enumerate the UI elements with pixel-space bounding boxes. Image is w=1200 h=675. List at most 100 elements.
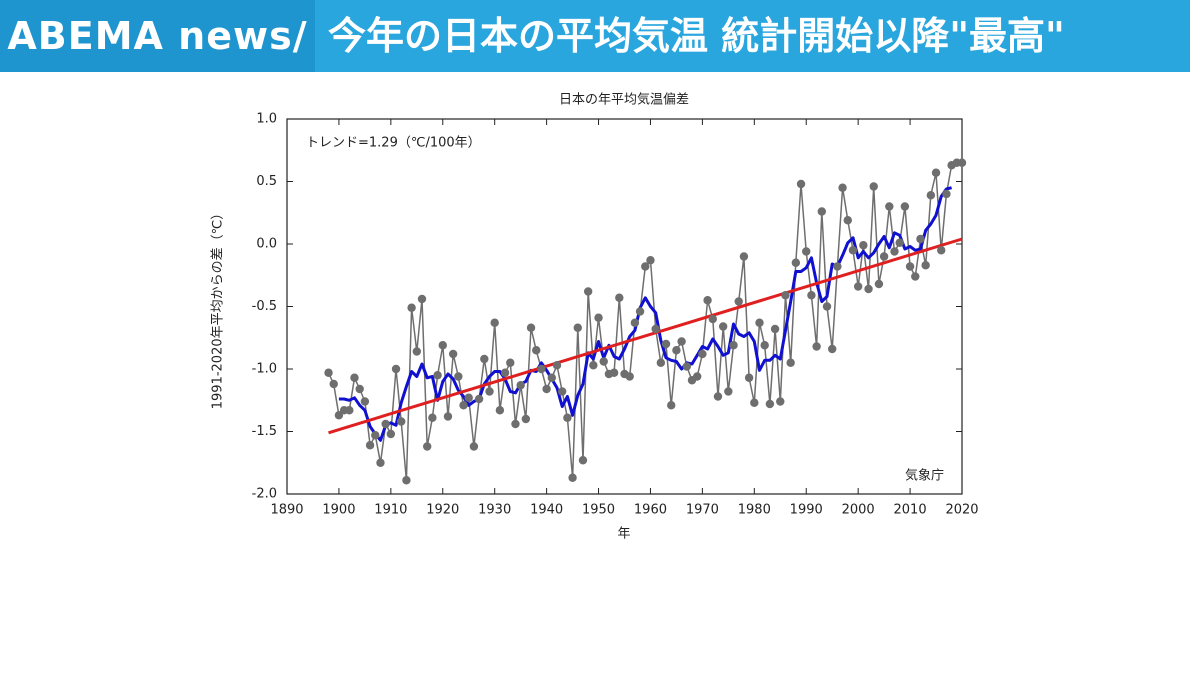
y-tick-label: 0.5 [256, 174, 277, 189]
annual-point [568, 473, 577, 482]
annual-point [365, 441, 375, 450]
annual-point [402, 476, 411, 485]
annual-point [646, 256, 655, 265]
x-tick-label: 1900 [322, 503, 355, 518]
annual-point [433, 371, 442, 380]
annual-point [656, 358, 666, 367]
annual-point [874, 279, 884, 289]
annual-point [428, 413, 437, 422]
annual-point [864, 284, 873, 294]
annual-point [776, 397, 785, 406]
annual-point [360, 397, 370, 406]
annual-point [765, 399, 775, 409]
annual-point [895, 238, 904, 247]
annual-point [703, 296, 712, 305]
annual-point [500, 368, 510, 377]
annual-point [532, 346, 541, 355]
annual-point [739, 252, 749, 261]
x-tick-label: 1960 [634, 503, 667, 518]
annual-point [698, 349, 707, 359]
brand: ABEMA news/ [0, 0, 315, 72]
annual-point [692, 372, 702, 381]
chart-title: 日本の年平均気温偏差 [559, 92, 689, 108]
annual-point [459, 401, 468, 410]
source-annotation: 気象庁 [905, 468, 944, 484]
y-tick-label: -1.0 [252, 362, 277, 377]
annual-point [386, 429, 396, 439]
annual-point [397, 417, 406, 426]
annual-point [615, 293, 624, 302]
annual-point [760, 341, 769, 350]
annual-point [563, 413, 572, 422]
annual-point [469, 442, 479, 451]
annual-point [942, 189, 951, 199]
annual-point [926, 191, 936, 200]
annual-point [407, 303, 416, 312]
annual-point [661, 339, 671, 349]
headline: 今年の日本の平均気温 統計開始以降"最高" [328, 14, 1065, 58]
annual-point [853, 282, 863, 291]
trend-annotation: トレンド=1.29（℃/100年） [306, 136, 481, 151]
annual-point [391, 364, 401, 374]
annual-point [786, 358, 795, 367]
annual-point [859, 241, 868, 250]
plot-frame [286, 118, 963, 495]
annual-point [412, 347, 422, 356]
annual-point [890, 247, 899, 256]
annual-point [350, 373, 359, 382]
annual-point [869, 182, 878, 191]
annual-point [371, 431, 380, 440]
annual-point [345, 406, 354, 415]
annual-point [937, 246, 946, 255]
annual-point [329, 379, 338, 389]
annual-point [381, 419, 390, 429]
annual-point [609, 368, 619, 377]
annual-point [537, 364, 546, 374]
annual-point [630, 318, 640, 327]
annual-point [822, 302, 832, 311]
y-axis-label: 1991-2020年平均からの差（℃） [211, 207, 226, 409]
annual-point [506, 358, 515, 367]
annual-point [464, 393, 473, 402]
annual-point [916, 234, 925, 244]
annual-point [744, 373, 754, 382]
annual-point [355, 384, 364, 394]
annual-point [885, 202, 894, 211]
annual-point [827, 344, 837, 354]
x-tick-label: 1920 [426, 503, 459, 518]
annual-point [474, 394, 484, 404]
annual-point [667, 401, 676, 410]
y-tick-label: -1.5 [252, 424, 277, 439]
annual-point [651, 324, 660, 334]
annual-point [490, 318, 499, 327]
annual-point [755, 318, 764, 327]
y-tick-label: -0.5 [252, 299, 277, 314]
annual-point [713, 392, 723, 401]
annual-point [833, 262, 842, 271]
annual-point [718, 322, 728, 331]
annual-point [931, 168, 941, 177]
annual-point [817, 207, 827, 216]
annual-point [573, 323, 582, 332]
annual-point [957, 158, 967, 167]
annual-point [324, 368, 333, 377]
annual-point [417, 294, 427, 304]
annual-point [729, 341, 738, 350]
annual-point [641, 262, 650, 271]
annual-point [802, 247, 811, 256]
annual-point [526, 323, 536, 332]
annual-point [599, 357, 608, 366]
annual-point [485, 387, 494, 396]
x-axis-label: 年 [617, 527, 630, 542]
annual-point [848, 246, 858, 255]
y-tick-label: 0.0 [256, 237, 277, 252]
annual-point [495, 406, 505, 415]
annual-point [511, 419, 520, 429]
annual-point [578, 456, 588, 465]
annual-point [589, 361, 598, 370]
annual-point [547, 373, 557, 382]
annual-point [594, 313, 603, 322]
annual-point [838, 183, 847, 192]
annual-point [770, 324, 780, 334]
